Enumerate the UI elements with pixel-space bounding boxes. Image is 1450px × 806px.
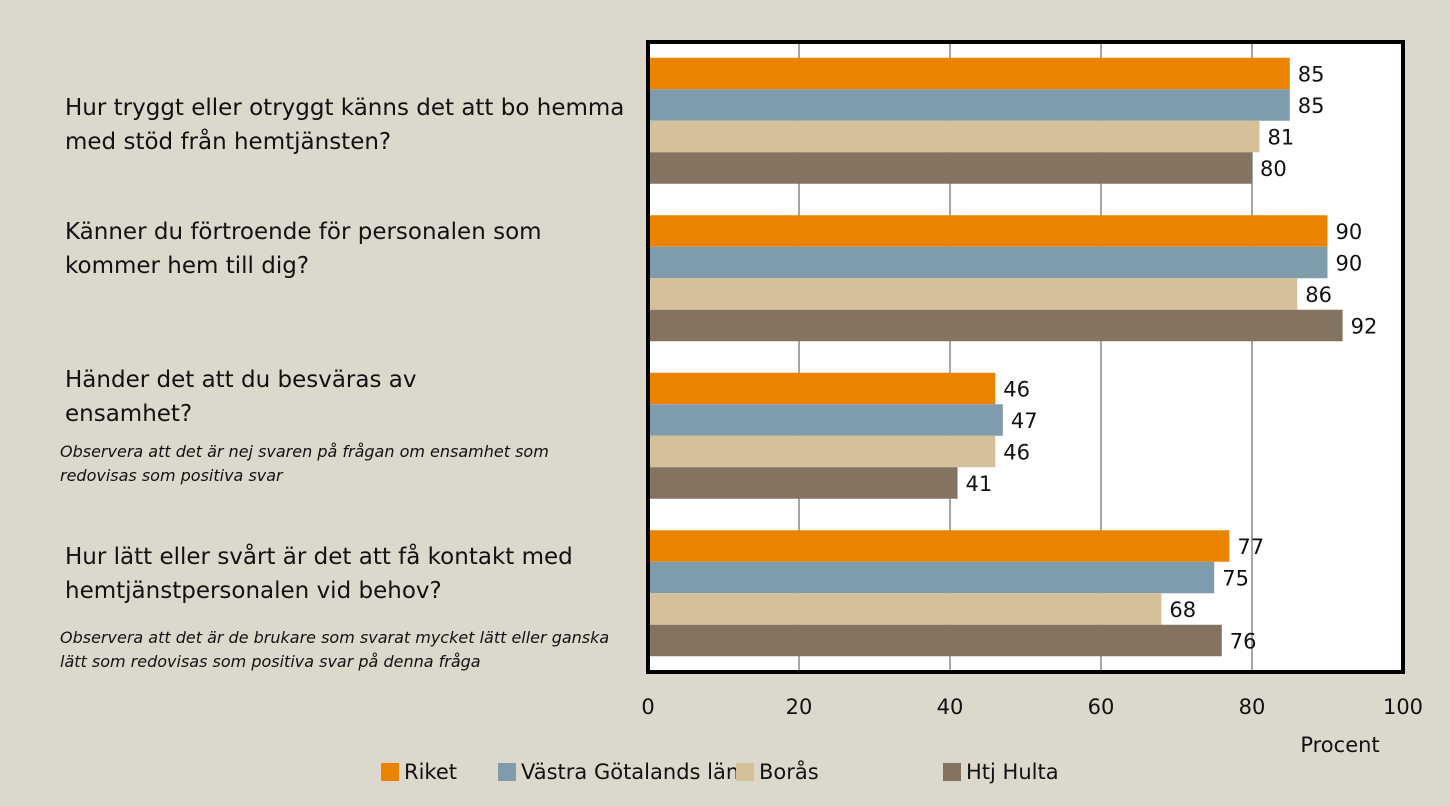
- legend-swatch: [943, 763, 961, 781]
- x-tick-label: 60: [1088, 695, 1115, 719]
- legend-swatch: [736, 763, 754, 781]
- category-label: Känner du förtroende för personalen som …: [65, 219, 542, 279]
- data-label: 85: [1298, 94, 1325, 118]
- bar: [648, 57, 1290, 90]
- x-tick-label: 80: [1239, 695, 1266, 719]
- bar: [648, 467, 958, 499]
- x-tick-label: 0: [641, 695, 654, 719]
- data-label: 41: [966, 472, 993, 496]
- category-label: Händer det att du besväras av ensamhet?: [65, 367, 417, 427]
- bar: [648, 152, 1252, 184]
- x-tick-label: 100: [1383, 695, 1423, 719]
- legend-swatch: [498, 763, 516, 781]
- data-label: 86: [1305, 283, 1332, 307]
- bar: [648, 309, 1343, 342]
- category-note: Observera att det är nej svaren på fråga…: [60, 442, 549, 485]
- category-note: Observera att det är de brukare som svar…: [60, 628, 610, 671]
- bar: [648, 435, 996, 468]
- data-label: 85: [1298, 63, 1325, 87]
- bar: [648, 246, 1328, 279]
- legend-label: Västra Götalands län: [521, 760, 739, 784]
- bar: [648, 372, 996, 405]
- bar: [648, 530, 1230, 562]
- data-label: 47: [1011, 409, 1038, 433]
- legend-label: Riket: [404, 760, 457, 784]
- data-label: 46: [1003, 441, 1030, 465]
- data-label: 77: [1237, 535, 1264, 559]
- legend-label: Htj Hulta: [966, 760, 1059, 784]
- data-label: 92: [1351, 315, 1378, 339]
- legend-label: Borås: [759, 759, 819, 784]
- x-axis-label: Procent: [1300, 733, 1379, 757]
- data-label: 90: [1336, 220, 1363, 244]
- bar: [648, 89, 1290, 121]
- bar: [648, 215, 1328, 247]
- plot-border: [646, 40, 1405, 674]
- bar: [648, 561, 1215, 594]
- data-label: 46: [1003, 378, 1030, 402]
- data-label: 68: [1169, 598, 1196, 622]
- x-tick-label: 40: [937, 695, 964, 719]
- bar: [648, 593, 1162, 625]
- legend-swatch: [381, 763, 399, 781]
- data-label: 90: [1336, 252, 1363, 276]
- data-label: 76: [1230, 630, 1257, 654]
- x-tick-label: 20: [786, 695, 813, 719]
- bar: [648, 120, 1260, 153]
- data-label: 81: [1268, 126, 1295, 150]
- bar: [648, 404, 1003, 436]
- bar: [648, 278, 1298, 310]
- bar: [648, 624, 1222, 657]
- category-label: Hur tryggt eller otryggt känns det att b…: [65, 95, 625, 155]
- data-label: 75: [1222, 567, 1249, 591]
- category-label: Hur lätt eller svårt är det att få konta…: [65, 544, 573, 604]
- data-label: 80: [1260, 157, 1287, 181]
